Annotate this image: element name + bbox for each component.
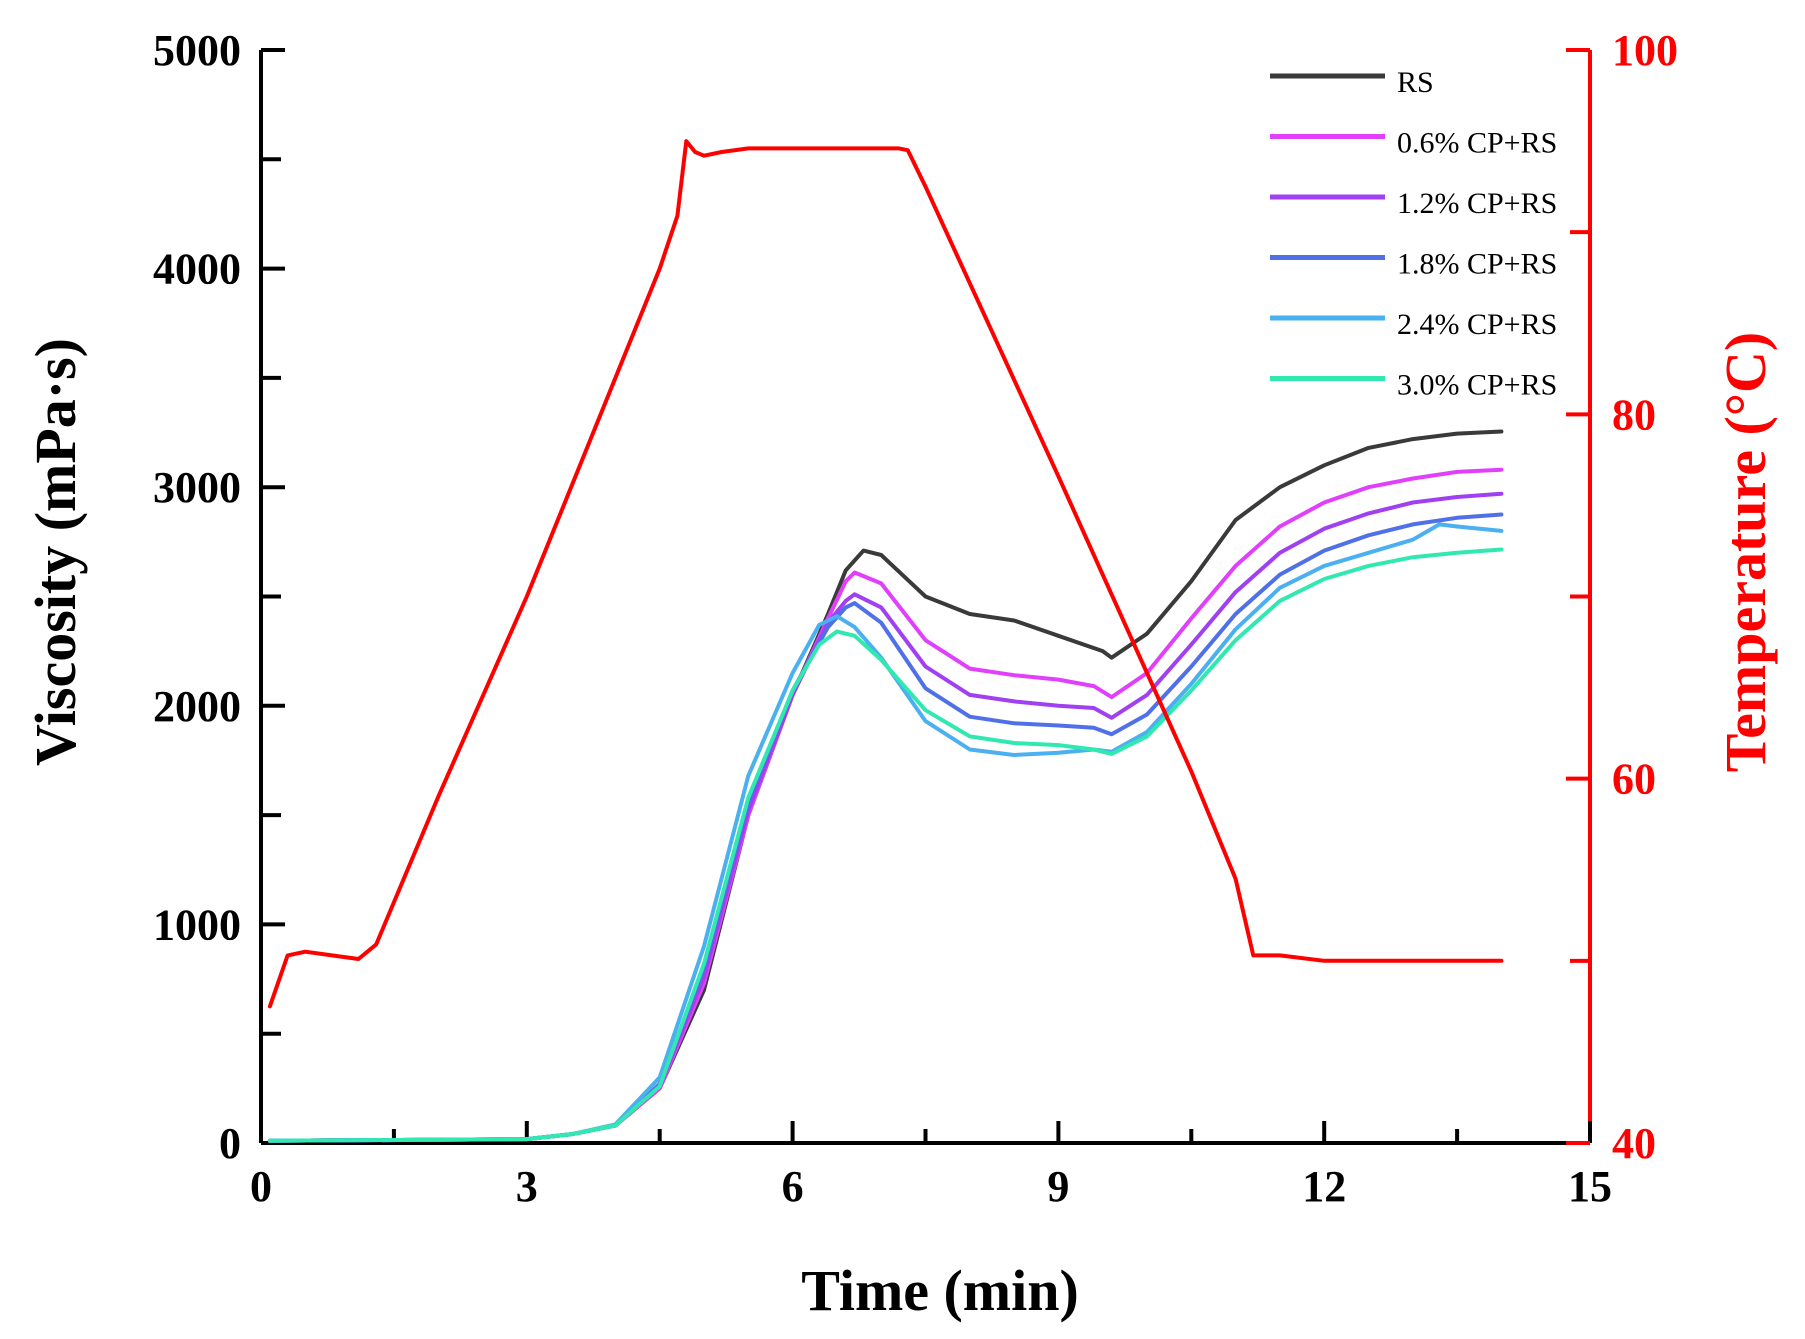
- legend-label: 1.8% CP+RS: [1397, 248, 1557, 281]
- x-tick-label: 15: [1568, 1162, 1612, 1211]
- y-right-tick-label: 100: [1612, 26, 1678, 75]
- y-left-tick-label: 0: [219, 1119, 241, 1168]
- legend-label: 2.4% CP+RS: [1397, 308, 1557, 341]
- x-axis-title: Time (min): [801, 1258, 1079, 1323]
- legend-label: 3.0% CP+RS: [1397, 369, 1557, 402]
- y-right-tick-label: 40: [1612, 1119, 1656, 1168]
- legend-label: 1.2% CP+RS: [1397, 187, 1557, 220]
- y-left-tick-label: 1000: [153, 900, 241, 949]
- legend-label: RS: [1397, 66, 1434, 99]
- plot-area: [267, 139, 1504, 1143]
- x-tick-label: 12: [1302, 1162, 1346, 1211]
- legend-label: 0.6% CP+RS: [1397, 127, 1557, 160]
- axes: 0 3 6 9 12 15 0 1000 2000 3000 4000 5000 40 60 80 100: [153, 26, 1678, 1211]
- x-tick-label: 9: [1047, 1162, 1069, 1211]
- x-tick-label: 3: [516, 1162, 538, 1211]
- series-line-3: [267, 512, 1504, 1143]
- temperature-line: [267, 139, 1504, 1009]
- y-right-tick-label: 80: [1612, 390, 1656, 439]
- y-left-tick-label: 5000: [153, 26, 241, 75]
- y-axis-right-title: Temperature (°C): [1713, 332, 1778, 772]
- y-left-tick-label: 4000: [153, 245, 241, 294]
- y-left-tick-label: 3000: [153, 463, 241, 512]
- series-line-4: [267, 522, 1504, 1143]
- x-tick-label: 0: [250, 1162, 272, 1211]
- series-line-0: [267, 429, 1504, 1143]
- y-right-tick-label: 60: [1612, 755, 1656, 804]
- x-tick-label: 6: [782, 1162, 804, 1211]
- y-left-tick-label: 2000: [153, 682, 241, 731]
- series-line-5: [267, 547, 1504, 1143]
- y-axis-left-title: Viscosity (mPa·s): [23, 338, 88, 766]
- legend: RS 0.6% CP+RS 1.2% CP+RS 1.8% CP+RS 2.4% CP+…: [1270, 66, 1557, 402]
